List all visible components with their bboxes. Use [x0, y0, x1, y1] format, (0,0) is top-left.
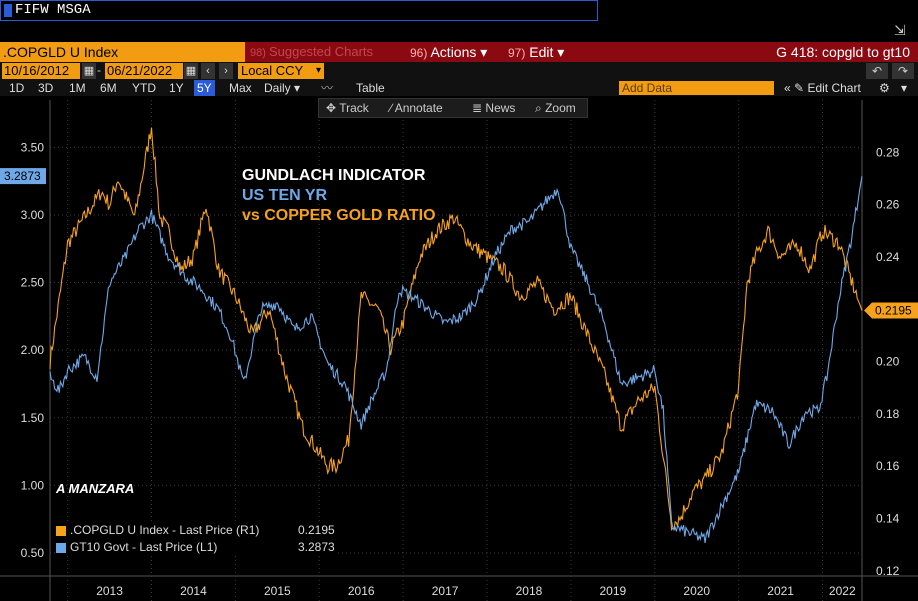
pencil-icon: ✎	[794, 81, 805, 95]
period-1d[interactable]: 1D	[9, 81, 25, 95]
left-tick-label: 0.50	[21, 546, 45, 560]
news-button[interactable]: ≣ News	[472, 101, 516, 115]
popout-icon[interactable]: ⇲	[894, 22, 906, 38]
legend-label: .COPGLD U Index - Last Price (R1)	[70, 523, 260, 537]
x-tick-label: 2018	[516, 584, 543, 598]
graph-title: G 418: copgld to gt10	[776, 44, 910, 60]
legend: .COPGLD U Index - Last Price (R1) 0.2195…	[56, 522, 335, 556]
x-tick-label: 2022	[829, 584, 856, 598]
series-gt10-line	[49, 176, 863, 543]
legend-swatch	[56, 542, 66, 553]
left-tick-label: 3.00	[21, 208, 45, 222]
settings-icon[interactable]: ⚙	[879, 81, 890, 95]
more-icon[interactable]: ▾	[901, 81, 908, 95]
gt10-last-tag-bg	[0, 168, 46, 185]
legend-item-gt10: GT10 Govt - Last Price (L1) 3.2873	[56, 539, 335, 556]
legend-label: GT10 Govt - Last Price (L1)	[70, 540, 218, 554]
suggested-charts-button[interactable]: 98) Suggested Charts	[250, 44, 374, 59]
x-tick-label: 2021	[767, 584, 794, 598]
annotation-line3: vs COPPER GOLD RATIO	[242, 207, 436, 224]
command-text[interactable]: FIFW MSGA	[15, 2, 91, 18]
date-dash: -	[97, 63, 101, 77]
right-tick-label: 0.28	[876, 145, 900, 159]
x-tick-label: 2014	[180, 584, 207, 598]
x-tick-label: 2015	[264, 584, 291, 598]
annotation-title: GUNDLACH INDICATOR	[242, 167, 426, 184]
chart[interactable]: 0.50 1.00 1.50 2.00 2.50 3.00 3.50 0.12 0.14 0.1…	[0, 96, 918, 601]
x-tick-label: 2017	[432, 584, 459, 598]
left-tick-label: 2.50	[21, 276, 45, 290]
left-axis: 0.50 1.00 1.50 2.00 2.50 3.00 3.50	[21, 140, 45, 560]
series-group	[49, 127, 863, 543]
track-button[interactable]: ✥ Track	[326, 101, 369, 115]
period-3d[interactable]: 3D	[38, 81, 54, 95]
left-tick-label: 3.50	[21, 140, 45, 154]
x-axis: 2013 2014 2015 2016 2017 2018 2019 2020 2021 2022	[96, 584, 856, 598]
right-tick-label: 0.18	[876, 407, 900, 421]
left-tick-label: 1.50	[21, 411, 45, 425]
x-tick-label: 2020	[683, 584, 710, 598]
actions-button[interactable]: 96) Actions ▾	[410, 44, 488, 60]
x-tick-label: 2016	[348, 584, 375, 598]
annotation-line2: US TEN YR	[242, 187, 328, 204]
command-line[interactable]	[0, 0, 598, 21]
copgld-last-tag: 0.2195	[875, 304, 912, 318]
zoom-icon: ⌕	[535, 101, 542, 115]
right-tick-label: 0.16	[876, 459, 900, 473]
line-chart-icon[interactable]: 〰	[321, 81, 334, 95]
collapse-icon[interactable]: «	[784, 81, 791, 95]
period-1y[interactable]: 1Y	[169, 81, 184, 95]
x-tick-label: 2019	[600, 584, 627, 598]
edit-chart-button[interactable]: « ✎ Edit Chart	[784, 81, 861, 95]
legend-value: 3.2873	[298, 540, 335, 554]
next-period-icon[interactable]: ›	[219, 63, 233, 79]
chart-toolbar	[318, 98, 588, 118]
left-tick-label: 2.00	[21, 343, 45, 357]
grid	[0, 100, 918, 601]
author-annotation: A MANZARA	[56, 481, 135, 496]
security-name[interactable]: .COPGLD U Index	[0, 42, 245, 62]
prev-period-icon[interactable]: ‹	[201, 63, 215, 79]
period-5y[interactable]: 5Y	[194, 80, 215, 96]
annotate-icon: ∕	[390, 101, 393, 115]
redo-icon[interactable]: ↷	[892, 63, 914, 79]
command-cursor	[4, 4, 12, 17]
left-tick-label: 1.00	[21, 478, 45, 492]
chart-annotation: GUNDLACH INDICATOR US TEN YR vs COPPER G…	[242, 166, 436, 226]
end-calendar-icon[interactable]: ▦	[184, 63, 198, 79]
right-tick-label: 0.14	[876, 511, 900, 525]
end-date-field[interactable]: 06/21/2022	[105, 63, 183, 79]
period-1m[interactable]: 1M	[69, 81, 86, 95]
news-icon: ≣	[472, 101, 483, 115]
period-ytd[interactable]: YTD	[132, 81, 156, 95]
legend-item-copgld: .COPGLD U Index - Last Price (R1) 0.2195	[56, 522, 335, 539]
series-copgld-line	[49, 127, 863, 531]
legend-swatch	[56, 525, 66, 536]
x-tick-label: 2013	[96, 584, 123, 598]
right-tick-label: 0.24	[876, 250, 900, 264]
add-data-input[interactable]: Add Data	[619, 81, 774, 95]
legend-value: 0.2195	[298, 523, 335, 537]
gt10-last-tag: 3.2873	[4, 169, 41, 183]
period-6m[interactable]: 6M	[100, 81, 117, 95]
period-max[interactable]: Max	[229, 81, 252, 95]
track-icon: ✥	[326, 101, 337, 115]
zoom-button[interactable]: ⌕ Zoom	[535, 101, 576, 115]
frequency-select[interactable]: Daily ▾	[264, 81, 301, 95]
annotate-button[interactable]: ∕ Annotate	[390, 101, 443, 115]
last-value-tags: 3.2873 0.2195	[0, 168, 918, 319]
currency-select[interactable]: Local CCY ▾	[238, 63, 324, 79]
edit-button[interactable]: 97) Edit ▾	[508, 44, 565, 60]
table-button[interactable]: Table	[356, 81, 385, 95]
copgld-last-tag-bg	[864, 302, 918, 319]
right-axis: 0.120.140.160.180.200.220.240.260.28	[876, 145, 900, 577]
start-calendar-icon[interactable]: ▦	[82, 63, 96, 79]
right-tick-label: 0.26	[876, 198, 900, 212]
start-date-field[interactable]: 10/16/2012	[2, 63, 80, 79]
undo-icon[interactable]: ↶	[866, 63, 888, 79]
right-tick-label: 0.12	[876, 564, 900, 578]
right-tick-label: 0.20	[876, 355, 900, 369]
